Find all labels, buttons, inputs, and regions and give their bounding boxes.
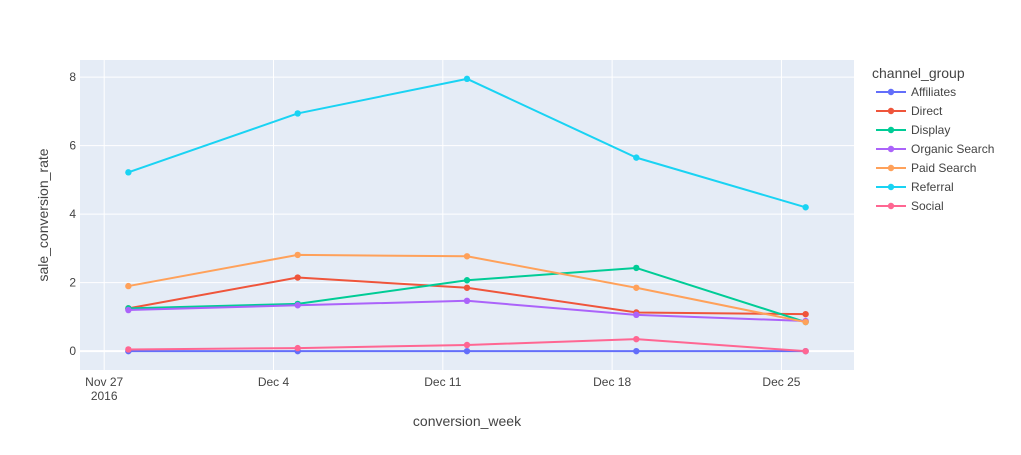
legend-label: Affiliates [911, 85, 956, 99]
data-point[interactable] [294, 302, 301, 309]
data-point[interactable] [294, 110, 301, 117]
x-tick-sublabel: 2016 [91, 389, 118, 403]
data-point[interactable] [294, 274, 301, 281]
x-tick-label: Dec 4 [258, 375, 290, 389]
x-axis-title: conversion_week [413, 413, 522, 429]
y-tick-label: 4 [69, 207, 76, 221]
data-point[interactable] [463, 284, 471, 291]
legend-item[interactable]: Display [876, 123, 950, 137]
plot-area [80, 60, 854, 370]
legend-label: Referral [911, 180, 954, 194]
series-referral [125, 75, 809, 211]
data-point[interactable] [802, 310, 809, 318]
data-point[interactable] [633, 264, 640, 272]
data-point[interactable] [802, 347, 809, 355]
x-tick-label: Dec 25 [762, 375, 800, 389]
legend-label: Direct [911, 104, 943, 118]
data-point[interactable] [125, 282, 132, 290]
legend: channel_group Affiliates Direct Display Org… [872, 65, 994, 213]
legend-item[interactable]: Organic Search [876, 142, 994, 156]
data-point[interactable] [294, 344, 301, 352]
data-point[interactable] [463, 75, 471, 83]
legend-item[interactable]: Direct [876, 104, 943, 118]
legend-swatch-marker [887, 145, 895, 153]
y-tick-label: 8 [69, 70, 76, 84]
data-point[interactable] [463, 253, 471, 260]
x-tick-label: Dec 11 [424, 375, 461, 389]
legend-item[interactable]: Social [876, 199, 944, 213]
legend-label: Paid Search [911, 161, 976, 175]
data-point[interactable] [802, 318, 809, 326]
legend-swatch-marker [887, 164, 895, 172]
legend-swatch-marker [887, 126, 895, 134]
data-point[interactable] [633, 284, 640, 291]
y-tick-label: 6 [69, 139, 76, 153]
x-tick-label: Nov 27 [85, 375, 123, 389]
series-lines [125, 75, 809, 355]
legend-swatch-marker [887, 88, 895, 96]
legend-label: Display [911, 123, 950, 137]
legend-label: Organic Search [911, 142, 994, 156]
y-tick-label: 2 [69, 276, 76, 290]
x-tick-label: Dec 18 [593, 375, 631, 389]
data-point[interactable] [294, 251, 301, 259]
data-point[interactable] [463, 297, 471, 305]
data-point[interactable] [633, 154, 640, 161]
y-tick-label: 0 [69, 344, 76, 358]
data-point[interactable] [463, 347, 471, 355]
legend-swatch-marker [887, 183, 895, 191]
data-point[interactable] [463, 277, 471, 284]
y-axis-title: sale_conversion_rate [35, 148, 51, 281]
data-point[interactable] [125, 346, 132, 353]
legend-item[interactable]: Affiliates [876, 85, 956, 99]
legend-swatch-marker [887, 107, 895, 115]
legend-swatch-marker [887, 202, 895, 210]
legend-title: channel_group [872, 65, 965, 81]
data-point[interactable] [802, 204, 809, 211]
legend-label: Social [911, 199, 944, 213]
series-paid-search [125, 251, 809, 326]
data-point[interactable] [633, 335, 640, 343]
legend-item[interactable]: Paid Search [876, 161, 976, 175]
legend-item[interactable]: Referral [876, 180, 954, 194]
data-point[interactable] [633, 347, 640, 355]
data-point[interactable] [463, 341, 471, 349]
data-point[interactable] [125, 306, 132, 314]
series-social [125, 335, 809, 355]
data-point[interactable] [633, 311, 640, 319]
data-point[interactable] [125, 169, 132, 176]
